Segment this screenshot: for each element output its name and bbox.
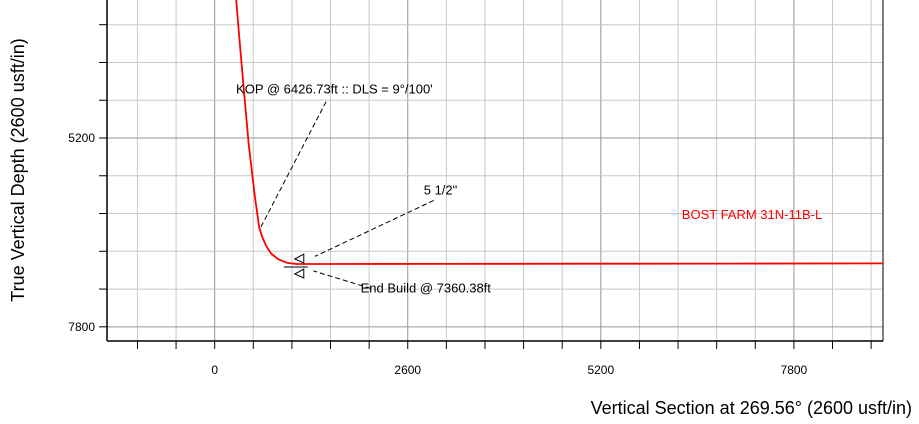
x-tick-label: 5200: [587, 363, 614, 377]
casing-marker: [283, 253, 308, 279]
plot-frame: [106, 0, 884, 342]
x-tick-label: 7800: [781, 363, 808, 377]
annotation-text: 5 1/2": [424, 182, 458, 197]
annotation-leaders: [260, 101, 434, 289]
x-tick-label: 2600: [394, 363, 421, 377]
tick-labels: 0 2600 5200 7800 5200 7800: [68, 131, 807, 377]
y-tick-label: 5200: [68, 131, 95, 145]
x-axis-title: Vertical Section at 269.56° (2600 usft/i…: [591, 398, 912, 418]
annotation-leader-line: [314, 200, 434, 257]
series-line: [235, 0, 884, 265]
annotation-leader-line: [313, 270, 371, 289]
grid: [107, 0, 883, 341]
y-axis-title: True Vertical Depth (2600 usft/in): [8, 38, 28, 301]
annotations: KOP @ 6426.73ft :: DLS = 9°/100'5 1/2"En…: [236, 82, 491, 296]
casing-marker-upper-triangle: [293, 253, 305, 264]
axis-ticks: [99, 24, 872, 349]
annotation-text: End Build @ 7360.38ft: [361, 280, 492, 295]
series-group: [235, 0, 884, 265]
annotation-text: KOP @ 6426.73ft :: DLS = 9°/100': [236, 82, 433, 97]
y-tick-label: 7800: [68, 320, 95, 334]
annotation-leader-line: [260, 101, 327, 228]
casing-marker-lower-triangle: [293, 268, 305, 279]
series-label: BOST FARM 31N-11B-L: [682, 207, 822, 222]
x-tick-label: 0: [211, 363, 218, 377]
